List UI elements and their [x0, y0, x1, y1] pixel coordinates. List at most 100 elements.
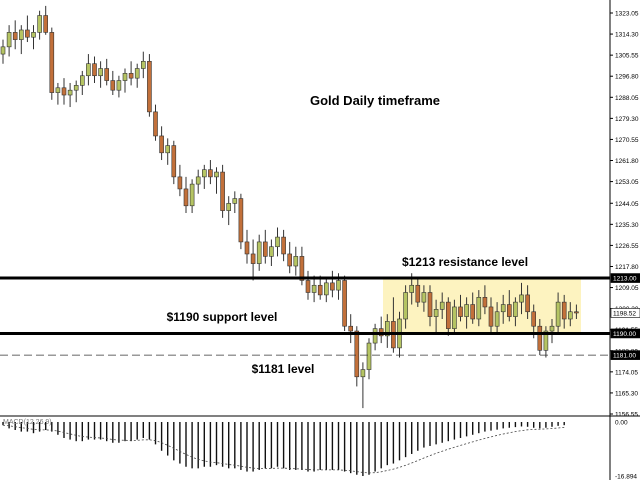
candle [549, 318, 555, 344]
macd-tick-label: 0.00 [615, 420, 628, 427]
macd-layer: 0.00 -16.894 [0, 415, 640, 481]
candle [256, 234, 262, 271]
level-1181-price-label-box [610, 350, 640, 360]
resistance-price-label: 1213.00 [613, 276, 637, 283]
candle-body [525, 294, 530, 313]
candle-body [433, 309, 439, 317]
level-1181-label: $1181 level [252, 362, 315, 376]
price-tick-label: 1323.05 [615, 11, 639, 18]
candle [366, 338, 372, 380]
candle-body [18, 29, 24, 40]
chart-title: Gold Daily timeframe [310, 93, 440, 108]
candle-body [452, 306, 457, 329]
candle [384, 314, 390, 348]
candle-body [323, 282, 329, 296]
price-axis-layer: 1323.05 1314.30 1305.55 1296.80 1288.05 1279.… [609, 0, 640, 480]
candle [342, 275, 347, 332]
candle [269, 239, 274, 267]
candle-body [494, 311, 500, 327]
candle [561, 294, 567, 329]
price-tick-label: 1244.05 [615, 201, 639, 208]
candle-body [177, 176, 183, 190]
support-level-label: $1190 support level [167, 310, 278, 324]
candle-body [134, 68, 140, 79]
candle [275, 227, 280, 257]
candle-body [43, 15, 49, 33]
candle [421, 285, 427, 312]
candle-body [439, 301, 445, 310]
price-tick-label: 1156.55 [615, 412, 638, 419]
candle [165, 138, 170, 165]
candle-body [6, 32, 12, 48]
candle [244, 229, 250, 264]
candle-body [549, 325, 555, 332]
current-price-label-box [610, 308, 640, 318]
candle [43, 5, 49, 35]
candle [214, 167, 219, 194]
price-tick-label: 1253.05 [615, 179, 639, 186]
candle [208, 160, 213, 185]
candle-body [519, 294, 524, 303]
candle-body [427, 292, 433, 317]
candle-body [384, 321, 390, 337]
candle-body [415, 284, 421, 303]
candle-body [128, 73, 134, 79]
candle [67, 82, 73, 108]
price-tick-label: 1235.30 [615, 222, 639, 229]
candle-body [342, 280, 347, 327]
candle-body [330, 282, 335, 291]
candle [482, 285, 488, 315]
candle-body [55, 87, 61, 93]
level-1181-price-label: 1181.00 [613, 353, 636, 360]
candle [202, 164, 207, 189]
macd-tick-label: -16.894 [615, 474, 637, 481]
candle-body [98, 68, 103, 77]
candle-body [195, 176, 201, 185]
price-tick-label: 1209.05 [615, 285, 639, 292]
candle-body [366, 342, 372, 370]
candle [574, 304, 579, 319]
candle-body [0, 46, 6, 55]
candle [360, 362, 366, 409]
candle-body [153, 111, 158, 137]
candle-body [311, 284, 317, 293]
candle-body [49, 32, 55, 93]
candle-body [80, 75, 85, 86]
candle-body [147, 60, 152, 113]
candle [116, 75, 122, 98]
candle-body [482, 297, 488, 308]
candle-body [269, 246, 274, 257]
candle-body [92, 63, 97, 77]
candle-body [555, 301, 561, 327]
candle-body [183, 188, 189, 207]
candle-body [409, 284, 415, 293]
candle-body [287, 253, 293, 267]
candle [281, 229, 286, 262]
candle [519, 282, 524, 315]
candle [500, 294, 506, 324]
candle-body [421, 292, 427, 303]
candle [506, 290, 512, 322]
candle [317, 275, 323, 300]
candle [433, 299, 439, 334]
candle [567, 302, 573, 327]
candle [0, 39, 6, 64]
candle-body [470, 304, 476, 320]
candle [55, 82, 61, 105]
candle [171, 140, 177, 185]
candle-body [226, 203, 231, 211]
candle [458, 294, 463, 322]
candle-body [110, 80, 116, 91]
candle-body [61, 87, 67, 96]
candle [439, 292, 445, 319]
candle-body [513, 301, 518, 317]
candle-body [360, 369, 366, 378]
candle [141, 51, 146, 79]
candle-body [220, 171, 225, 211]
current-price-label: 1198.52 [613, 310, 636, 317]
candle-body [531, 311, 537, 327]
candle-body [67, 89, 73, 96]
price-tick-label: 1270.55 [615, 137, 639, 144]
